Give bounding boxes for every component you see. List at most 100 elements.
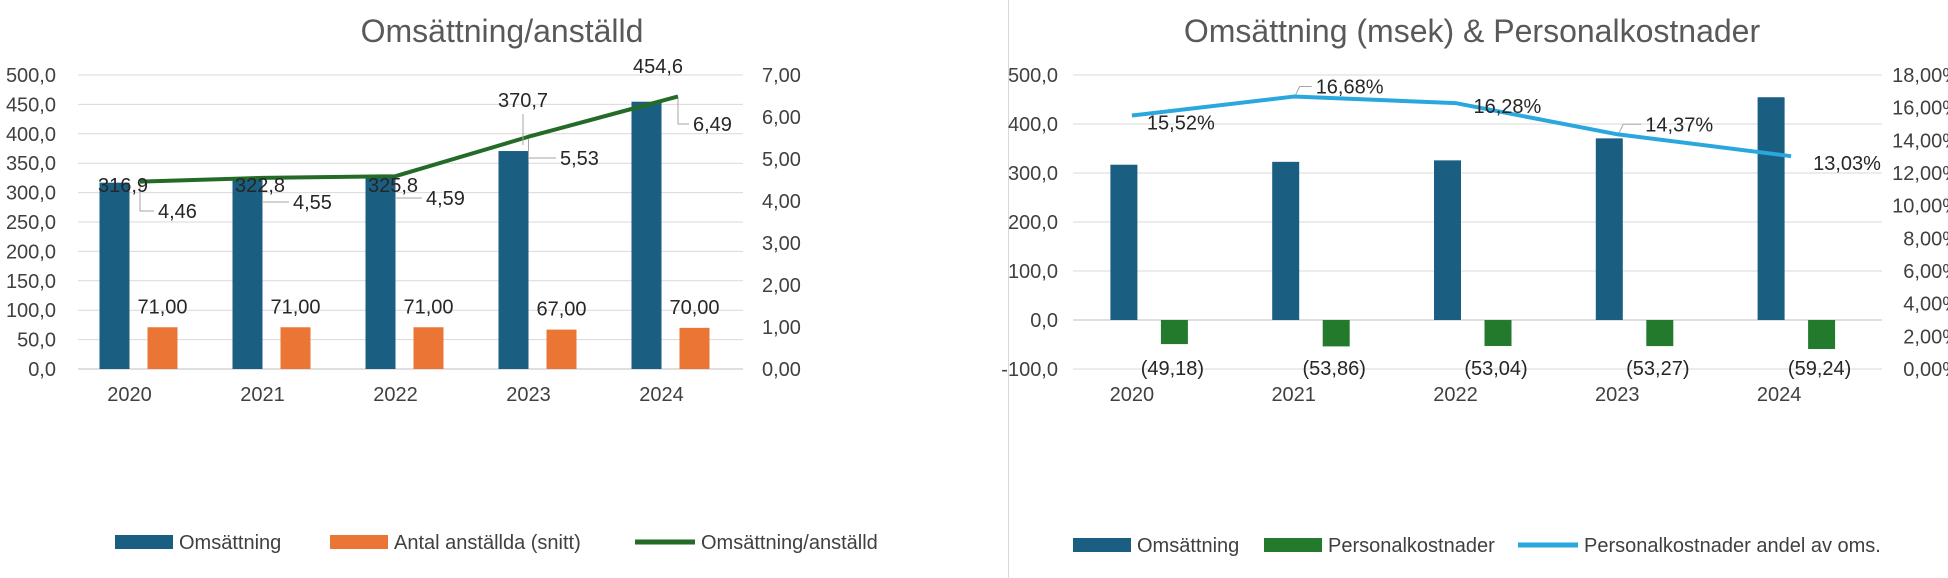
- bar-revenue: [1595, 138, 1623, 320]
- y-right-tick-label: 12,00%: [1892, 163, 1948, 185]
- bar-personnel-costs: [1646, 320, 1674, 347]
- y-axis-right-ticks: 0,00% 2,00% 4,00% 6,00% 8,00% 10,00% 12,00% 14,…: [1892, 65, 1948, 381]
- y-left-tick-label: 450,0: [6, 94, 56, 116]
- leader-line: [262, 179, 289, 203]
- x-tick-label: 2021: [240, 384, 285, 406]
- y-left-tick-label: 400,0: [6, 124, 56, 146]
- data-label-personnel-costs: (53,86): [1303, 358, 1366, 380]
- y-right-tick-label: 2,00%: [1903, 326, 1948, 348]
- legend-swatch-revenue: [1073, 538, 1131, 552]
- y-left-tick-label: -100,0: [1001, 359, 1058, 381]
- x-tick-label: 2024: [639, 384, 684, 406]
- y-left-tick-label: 200,0: [6, 241, 56, 263]
- y-left-tick-label: 200,0: [1008, 212, 1058, 234]
- y-axis-left-ticks: -100,0 0,0 100,0 200,0 300,0 400,0 500,0: [1001, 65, 1058, 381]
- leader-line: [395, 178, 422, 199]
- data-label-revenue-per-employee: 5,53: [560, 148, 599, 170]
- data-label-personnel-costs: (49,18): [1141, 358, 1204, 380]
- legend: Omsättning Personalkostnader Personalkos…: [1073, 535, 1881, 557]
- x-tick-label: 2022: [373, 384, 418, 406]
- y-right-tick-label: 10,00%: [1892, 196, 1948, 218]
- x-tick-label: 2020: [107, 384, 152, 406]
- data-label-personnel-costs: (59,24): [1788, 358, 1851, 380]
- bar-revenue: [1272, 161, 1300, 320]
- chart-title: Omsättning/anställd: [361, 13, 644, 49]
- x-tick-label: 2020: [1110, 384, 1155, 406]
- x-axis-ticks: 2020 2021 2022 2023 2024: [107, 384, 684, 406]
- data-label-personnel-share: 16,28%: [1474, 96, 1542, 118]
- chart-revenue-per-employee: Omsättning/anställd 0,0 50,0 100,0 150,0 200…: [6, 13, 878, 554]
- data-label-personnel-costs: (53,27): [1626, 358, 1689, 380]
- data-label-revenue-per-employee: 6,49: [693, 114, 732, 136]
- data-label-personnel-share: 14,37%: [1645, 114, 1713, 136]
- legend-label-employees: Antal anställda (snitt): [394, 532, 581, 554]
- line-series: [139, 94, 689, 212]
- data-label-employees: 70,00: [669, 297, 719, 319]
- leader-line: [1618, 123, 1642, 133]
- y-right-tick-label: 5,00: [762, 149, 801, 171]
- legend-label-personnel-costs: Personalkostnader: [1328, 535, 1495, 557]
- x-tick-label: 2022: [1433, 384, 1478, 406]
- chart-title: Omsättning (msek) & Personalkostnader: [1184, 13, 1761, 49]
- leader-line: [1295, 86, 1312, 95]
- y-left-tick-label: 400,0: [1008, 114, 1058, 136]
- data-label-personnel-costs: (53,04): [1464, 358, 1527, 380]
- y-left-tick-label: 50,0: [17, 330, 56, 352]
- data-label-employees: 67,00: [536, 299, 586, 321]
- y-right-tick-label: 8,00%: [1903, 228, 1948, 250]
- y-left-tick-label: 150,0: [6, 271, 56, 293]
- line-personnel-share: [1131, 94, 1792, 159]
- bar-revenue: [1757, 97, 1785, 320]
- data-label-revenue-per-employee: 4,55: [293, 192, 332, 214]
- legend: Omsättning Antal anställda (snitt) Omsät…: [115, 532, 878, 554]
- bar-employees: [546, 329, 577, 369]
- data-label-revenue: 454,6: [633, 56, 683, 78]
- y-right-tick-label: 14,00%: [1892, 130, 1948, 152]
- data-label-revenue: 322,8: [235, 175, 285, 197]
- legend-label-personnel-share: Personalkostnader andel av oms.: [1584, 535, 1881, 557]
- y-left-tick-label: 100,0: [6, 300, 56, 322]
- y-left-tick-label: 0,0: [28, 359, 56, 381]
- legend-swatch-employees: [330, 535, 388, 549]
- y-right-tick-label: 18,00%: [1892, 65, 1948, 87]
- data-label-employees: 71,00: [403, 296, 453, 318]
- bar-employees: [413, 327, 444, 369]
- y-axis-left-ticks: 0,0 50,0 100,0 150,0 200,0 250,0 300,0 350,0 400…: [6, 65, 56, 381]
- y-right-tick-label: 7,00: [762, 65, 801, 87]
- legend-swatch-revenue: [115, 535, 173, 549]
- y-right-tick-label: 3,00: [762, 233, 801, 255]
- y-right-tick-label: 4,00: [762, 191, 801, 213]
- y-right-tick-label: 2,00: [762, 275, 801, 297]
- bar-employees: [280, 327, 311, 369]
- data-label-revenue: 370,7: [498, 90, 548, 112]
- x-tick-label: 2021: [1271, 384, 1316, 406]
- line-revenue-per-employee: [139, 94, 679, 184]
- chart-divider: [1008, 0, 1009, 578]
- x-tick-label: 2023: [506, 384, 551, 406]
- bar-revenue: [1434, 160, 1461, 320]
- y-right-tick-label: 0,00: [762, 359, 801, 381]
- y-axis-right-ticks: 0,00 1,00 2,00 3,00 4,00 5,00 6,00 7,00: [762, 65, 801, 381]
- y-left-tick-label: 500,0: [1008, 65, 1058, 87]
- y-right-tick-label: 1,00: [762, 317, 801, 339]
- data-labels: 71,00 71,00 71,00 67,00 70,00 316,9 322,8 325,8…: [98, 56, 732, 321]
- bar-employees: [679, 327, 710, 369]
- data-label-revenue: 325,8: [368, 175, 418, 197]
- y-right-tick-label: 6,00: [762, 107, 801, 129]
- y-right-tick-label: 0,00%: [1903, 359, 1948, 381]
- bar-marks: [99, 101, 710, 370]
- bar-employees: [147, 327, 178, 369]
- legend-label-revenue: Omsättning: [1137, 535, 1239, 557]
- y-left-tick-label: 0,0: [1030, 310, 1058, 332]
- x-axis-ticks: 2020 2021 2022 2023 2024: [1110, 384, 1802, 406]
- data-label-personnel-share: 15,52%: [1147, 113, 1215, 135]
- legend-label-revenue: Omsättning: [179, 532, 281, 554]
- legend-label-revenue-per-employee: Omsättning/anställd: [701, 532, 878, 554]
- bar-marks: [1110, 97, 1836, 350]
- y-left-tick-label: 300,0: [1008, 163, 1058, 185]
- data-label-revenue-per-employee: 4,46: [158, 201, 197, 223]
- y-right-tick-label: 6,00%: [1903, 261, 1948, 283]
- y-left-tick-label: 500,0: [6, 65, 56, 87]
- bar-personnel-costs: [1484, 320, 1512, 346]
- leader-line: [677, 98, 689, 125]
